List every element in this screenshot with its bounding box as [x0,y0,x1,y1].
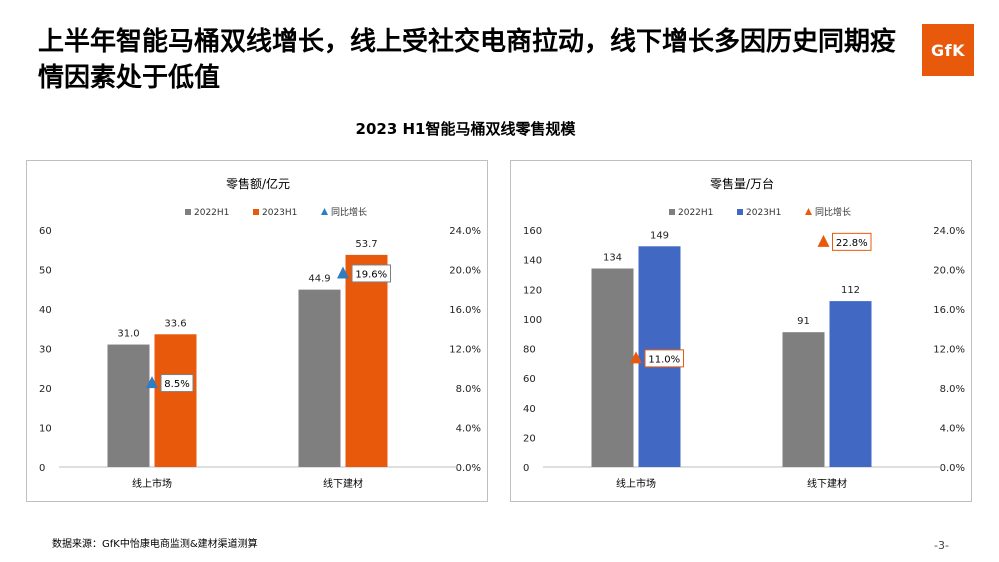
page-number: -3- [934,539,949,552]
chart-section-title: 2023 H1智能马桶双线零售规模 [355,120,576,138]
bar-2023H1-线下建材 [829,301,872,467]
bar-value-label: 53.7 [355,239,377,250]
y-left-tick-label: 50 [39,266,52,277]
chart-title: 零售量/万台 [710,176,774,191]
legend-swatch-2022H1 [669,209,675,215]
y-right-tick-label: 4.0% [456,424,481,435]
bar-2023H1-线下建材 [345,254,388,467]
y-left-tick-label: 140 [523,256,542,267]
y-right-tick-label: 16.0% [933,305,965,316]
legend-label-growth: 同比增长 [815,206,851,218]
growth-label: 22.8% [836,238,868,249]
bar-2022H1-线上市场 [591,268,634,467]
growth-label-box [160,374,194,393]
y-right-tick-label: 8.0% [456,384,481,395]
legend-swatch-growth [805,208,812,215]
bar-2022H1-线下建材 [782,332,825,467]
bar-value-label: 31.0 [117,329,139,340]
y-left-tick-label: 30 [39,345,52,356]
x-category-label: 线下建材 [807,477,847,490]
y-left-tick-label: 20 [39,384,52,395]
legend-label-2022H1: 2022H1 [678,208,713,218]
x-category-label: 线下建材 [323,477,363,490]
y-left-tick-label: 10 [39,424,52,435]
bar-value-label: 33.6 [164,318,186,329]
page-headline: 上半年智能马桶双线增长，线上受社交电商拉动，线下增长多因历史同期疫情因素处于低值 [38,27,897,93]
bar-value-label: 134 [603,253,622,264]
y-left-tick-label: 60 [39,226,52,237]
bar-2023H1-线上市场 [154,334,197,467]
y-left-tick-label: 40 [39,305,52,316]
legend-swatch-growth [321,208,328,215]
chart-title: 零售额/亿元 [226,176,290,191]
bar-value-label: 44.9 [308,274,330,285]
bar-value-label: 149 [650,230,669,241]
chart-sales-value: 零售额/亿元 2022H1 2023H1 同比增长 0 10 20 30 40 50 60 0.0% 4… [39,176,481,490]
y-right-tick-label: 20.0% [449,266,481,277]
legend-swatch-2023H1 [253,209,259,215]
legend-label-growth: 同比增长 [331,206,367,218]
y-right-tick-label: 8.0% [940,384,965,395]
y-left-tick-label: 80 [523,345,536,356]
bar-value-label: 112 [841,285,860,296]
y-left-tick-label: 0 [39,463,45,474]
chart-panel-sales-volume: 零售量/万台 2022H1 2023H1 同比增长 0 20 40 60 80 100 120 140… [510,160,972,502]
y-left-tick-label: 160 [523,226,542,237]
growth-label: 19.6% [355,269,387,280]
y-left-tick-label: 100 [523,315,542,326]
y-right-tick-label: 20.0% [933,266,965,277]
y-right-tick-label: 0.0% [940,463,965,474]
data-source-note: 数据来源：GfK中怡康电商监测&建材渠道测算 [52,539,258,550]
y-right-tick-label: 24.0% [449,226,481,237]
growth-label: 11.0% [648,354,680,365]
growth-marker [817,234,830,247]
y-right-tick-label: 4.0% [940,424,965,435]
growth-marker [146,376,158,389]
bar-value-label: 91 [797,316,810,327]
growth-label-box [832,232,872,251]
y-right-tick-label: 16.0% [449,305,481,316]
growth-label-box [351,264,391,283]
y-right-tick-label: 24.0% [933,226,965,237]
growth-label: 8.5% [164,379,189,390]
legend-label-2023H1: 2023H1 [746,208,781,218]
bar-2022H1-线下建材 [298,289,341,467]
legend-label-2023H1: 2023H1 [262,208,297,218]
growth-marker [337,266,349,279]
y-left-tick-label: 40 [523,404,536,415]
y-right-tick-label: 0.0% [456,463,481,474]
y-left-tick-label: 120 [523,285,542,296]
bar-2022H1-线上市场 [107,344,150,467]
x-category-label: 线上市场 [132,477,172,490]
y-left-tick-label: 0 [523,463,529,474]
growth-label-box [644,349,684,368]
growth-marker [630,351,642,364]
x-category-label: 线上市场 [616,477,656,490]
y-left-tick-label: 20 [523,433,536,444]
legend-label-2022H1: 2022H1 [194,208,229,218]
y-left-tick-label: 60 [523,374,536,385]
y-right-tick-label: 12.0% [449,345,481,356]
y-right-tick-label: 12.0% [933,345,965,356]
legend-swatch-2022H1 [185,209,191,215]
gfk-logo: GfK [922,24,974,76]
chart-panel-sales-value: 零售额/亿元 2022H1 2023H1 同比增长 0 10 20 30 40 50 60 0.0% 4… [26,160,488,502]
chart-sales-volume: 零售量/万台 2022H1 2023H1 同比增长 0 20 40 60 80 100 120 140… [523,176,965,490]
legend-swatch-2023H1 [737,209,743,215]
